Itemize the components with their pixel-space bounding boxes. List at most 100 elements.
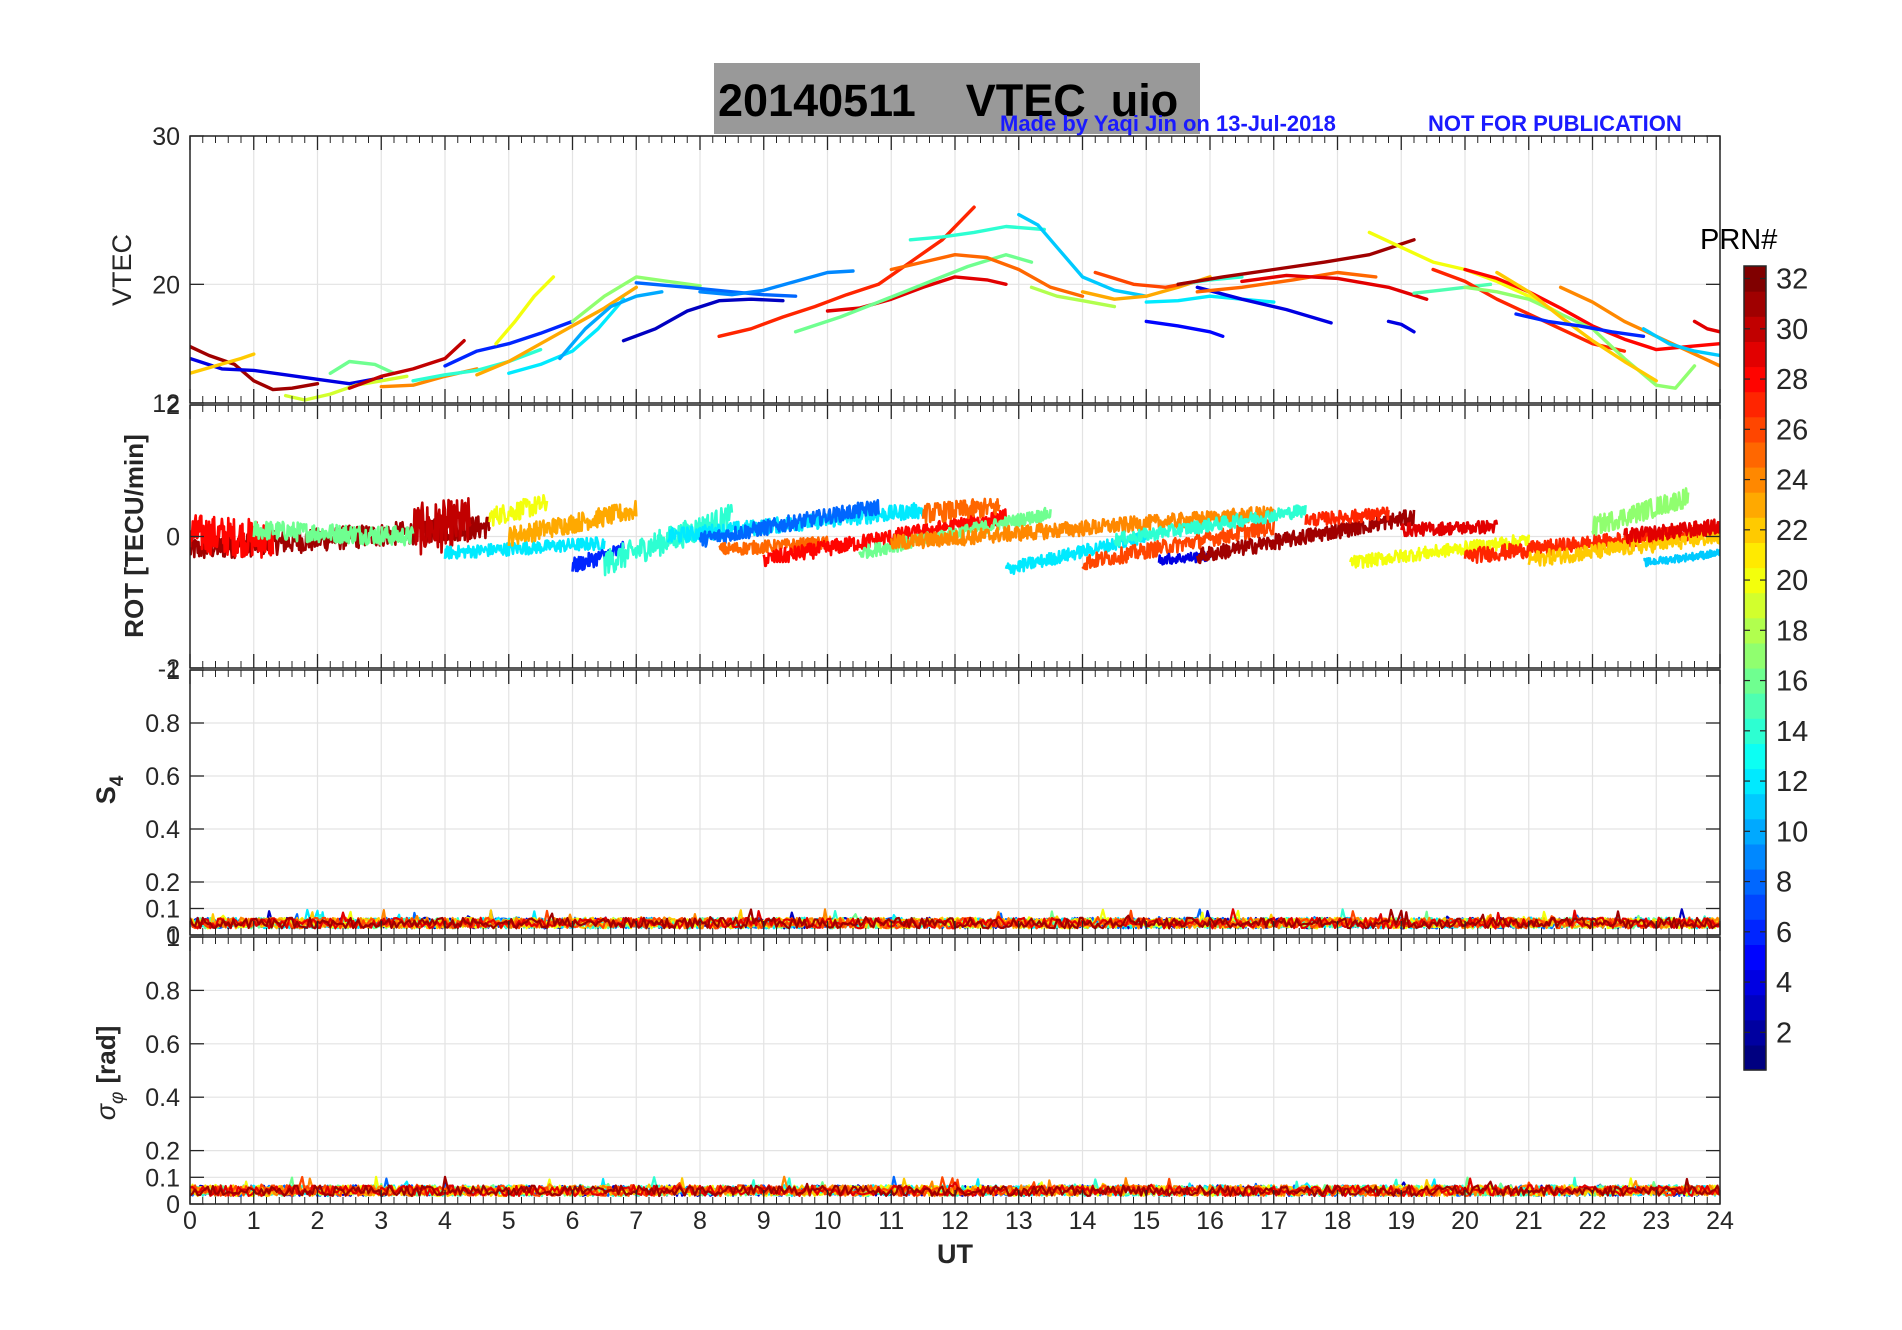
colorbar-title: PRN# <box>1700 224 1777 256</box>
sigma-ylabel-main: σ <box>91 1102 121 1120</box>
colorbar-segment <box>1744 994 1766 1021</box>
vtec-trace-prn5 <box>1144 319 1225 338</box>
s4-ytick-label: 0.2 <box>145 869 180 897</box>
colorbar-segment <box>1744 592 1766 619</box>
credit-text: Made by Yaqi Jin on 13-Jul-2018 <box>1000 111 1336 136</box>
x-tick-label: 4 <box>438 1207 452 1235</box>
s4-ytick-label: 0.1 <box>145 896 180 924</box>
colorbar-segment <box>1744 1044 1766 1071</box>
colorbar-tick-label: 4 <box>1776 967 1792 999</box>
vtec-panel: 12 20 30 VTEC <box>107 123 1721 418</box>
x-tick-label: 21 <box>1515 1207 1543 1235</box>
colorbar-segment <box>1744 492 1766 518</box>
colorbar-segment <box>1744 467 1766 493</box>
colorbar-tick-label: 32 <box>1776 264 1808 296</box>
rot-trace-prn16 <box>252 520 415 547</box>
sigma_phi-ytick-label: 0.8 <box>145 977 180 1005</box>
vtec-trace-prn20 <box>494 275 556 346</box>
colorbar-segment <box>1744 944 1766 971</box>
vtec-trace-prn22 <box>190 352 256 375</box>
s4-ylabel: S4 <box>91 775 128 804</box>
sigma-grid <box>189 936 1721 1205</box>
rot-trace-prn17 <box>1591 487 1690 537</box>
colorbar-tick-label: 26 <box>1776 414 1808 446</box>
colorbar-segment <box>1744 843 1766 870</box>
vtec-ytick-label: 12 <box>152 390 180 418</box>
x-axis-label: UT <box>937 1239 973 1269</box>
x-tick-label: 9 <box>757 1207 771 1235</box>
colorbar-tick-label: 12 <box>1776 766 1808 798</box>
notice-text: NOT FOR PUBLICATION <box>1428 111 1682 136</box>
colorbar-segment <box>1744 617 1766 644</box>
rot-trace-prn20 <box>1349 534 1531 569</box>
sigma_phi-ytick-label: 0.2 <box>145 1138 180 1166</box>
s4-ytick-label: 1 <box>166 657 180 685</box>
x-tick-label: 15 <box>1132 1207 1160 1235</box>
vtec-trace-prn4 <box>1386 319 1416 334</box>
rot-trace-prn12 <box>443 536 606 560</box>
title-banner <box>714 63 1200 134</box>
colorbar-segment <box>1744 291 1766 317</box>
vtec-trace-prn30 <box>347 339 466 390</box>
vtec-trace-prn19 <box>283 374 409 402</box>
colorbar-segment <box>1744 818 1766 845</box>
colorbar-segment <box>1744 266 1766 292</box>
sigma_phi-ytick-label: 1 <box>166 924 180 952</box>
rot-ytick-label: 0 <box>166 524 180 552</box>
colorbar-tick-label: 18 <box>1776 615 1808 647</box>
vtec-trace-prn11 <box>1641 327 1720 358</box>
vtec-trace-prn15 <box>1412 282 1493 295</box>
vtec-trace-prn24 <box>1558 285 1720 368</box>
x-tick-label: 16 <box>1196 1207 1224 1235</box>
colorbar-segment <box>1744 567 1766 594</box>
rot-trace-prn11 <box>1642 548 1720 568</box>
colorbar-segment <box>1744 366 1766 393</box>
vtec-trace-prn4 <box>1195 285 1333 325</box>
x-tick-label: 11 <box>878 1207 904 1235</box>
vtec-trace-prn9 <box>698 269 855 297</box>
colorbar-tick-label: 16 <box>1776 666 1808 698</box>
vtec-trace-prn27 <box>717 205 976 338</box>
rot-trace-prn29 <box>1400 519 1499 538</box>
x-tick-label: 7 <box>629 1207 643 1235</box>
colorbar-segment <box>1744 894 1766 920</box>
colorbar-tick-label: 28 <box>1776 364 1808 396</box>
rot-trace-prn26 <box>1081 519 1276 571</box>
x-tick-label: 19 <box>1387 1207 1415 1235</box>
colorbar-tick-label: 10 <box>1776 816 1808 848</box>
colorbar-tick-label: 22 <box>1776 515 1808 547</box>
vtec-trace-prn25 <box>889 252 1085 298</box>
vtec-trace-prn6 <box>1514 312 1646 338</box>
colorbar-segment <box>1744 341 1766 368</box>
x-tick-label: 17 <box>1260 1207 1288 1235</box>
colorbar-segment <box>1744 1019 1766 1046</box>
colorbar-segment <box>1744 441 1766 468</box>
colorbar-segment <box>1744 869 1766 895</box>
colorbar-tick-label: 24 <box>1776 465 1808 497</box>
x-tick-label: 0 <box>183 1207 197 1235</box>
s4-ytick-label: 0.6 <box>145 763 180 791</box>
s4-grid <box>189 669 1721 936</box>
rot-ylabel: ROT [TECU/min] <box>119 434 149 638</box>
vtec-trace-prn23 <box>475 285 638 377</box>
vtec-trace-prn16 <box>328 359 396 375</box>
colorbar-segment <box>1744 693 1766 719</box>
s4-ytick-label: 0.4 <box>145 816 180 844</box>
s4-panel: 00.10.2 0.4 0.6 0.8 1 S4 <box>91 657 1721 950</box>
rot-trace-prn6 <box>571 540 625 573</box>
figure-title: 20140511 VTEC uio <box>718 75 1178 126</box>
rot-ytick-label: 2 <box>166 392 180 420</box>
x-tick-label: 3 <box>374 1207 388 1235</box>
sigma_phi-ytick-label: 0.4 <box>145 1084 180 1112</box>
vtec-trace-prn31 <box>190 344 320 392</box>
x-tick-label: 13 <box>1005 1207 1033 1235</box>
colorbar-segment <box>1744 919 1766 945</box>
colorbar-tick-label: 14 <box>1776 716 1808 748</box>
sigma_phi-ytick-label: 0.6 <box>145 1031 180 1059</box>
rot-trace-prn25 <box>921 497 1001 524</box>
colorbar-segment <box>1744 542 1766 569</box>
x-tick-label: 24 <box>1706 1207 1734 1235</box>
sigma-ylabel: σφ [rad] <box>91 1026 128 1120</box>
s4-ytick-label: 0 <box>166 922 180 950</box>
